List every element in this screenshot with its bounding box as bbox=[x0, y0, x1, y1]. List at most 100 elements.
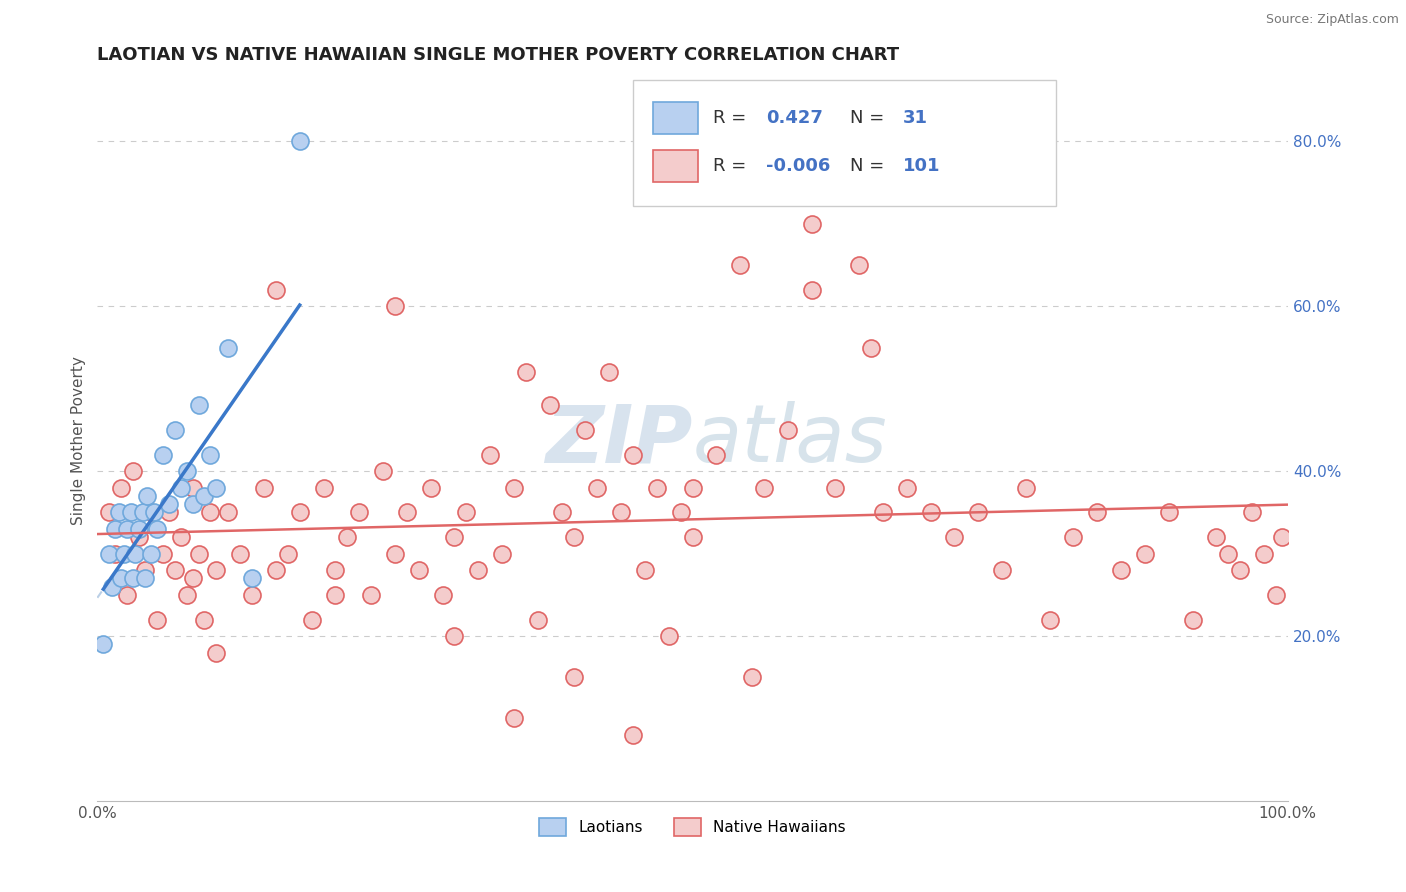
Point bbox=[1218, 547, 1240, 561]
Point bbox=[104, 522, 127, 536]
Point bbox=[181, 571, 204, 585]
Point bbox=[200, 505, 222, 519]
Text: N =: N = bbox=[849, 109, 890, 127]
Point bbox=[419, 481, 441, 495]
Point bbox=[157, 497, 180, 511]
Point bbox=[200, 448, 222, 462]
Point bbox=[104, 547, 127, 561]
Point bbox=[634, 563, 657, 577]
Point bbox=[503, 711, 526, 725]
Point bbox=[872, 505, 894, 519]
Point bbox=[264, 563, 287, 577]
Point bbox=[371, 464, 394, 478]
Point bbox=[1264, 588, 1286, 602]
Point bbox=[136, 489, 159, 503]
Point bbox=[134, 563, 156, 577]
Point bbox=[115, 522, 138, 536]
Text: LAOTIAN VS NATIVE HAWAIIAN SINGLE MOTHER POVERTY CORRELATION CHART: LAOTIAN VS NATIVE HAWAIIAN SINGLE MOTHER… bbox=[97, 46, 900, 64]
Point bbox=[526, 613, 548, 627]
Point bbox=[1271, 530, 1294, 544]
Point bbox=[550, 505, 572, 519]
Point bbox=[1085, 505, 1108, 519]
Point bbox=[800, 283, 823, 297]
Point bbox=[163, 423, 186, 437]
Point bbox=[1229, 563, 1251, 577]
Point bbox=[658, 629, 681, 643]
Point bbox=[1240, 505, 1263, 519]
Point bbox=[112, 547, 135, 561]
Point bbox=[205, 481, 228, 495]
Text: ZIP: ZIP bbox=[546, 401, 693, 479]
Point bbox=[146, 613, 169, 627]
Point bbox=[217, 341, 239, 355]
Point bbox=[325, 563, 347, 577]
Point bbox=[574, 423, 596, 437]
Text: R =: R = bbox=[713, 109, 752, 127]
Point bbox=[349, 505, 371, 519]
Point bbox=[152, 547, 174, 561]
Point bbox=[277, 547, 299, 561]
Point bbox=[586, 481, 609, 495]
Point bbox=[229, 547, 252, 561]
Point bbox=[312, 481, 335, 495]
Point bbox=[467, 563, 489, 577]
Point bbox=[1205, 530, 1227, 544]
Point bbox=[741, 670, 763, 684]
Point bbox=[562, 530, 585, 544]
Point bbox=[456, 505, 478, 519]
Point bbox=[776, 423, 799, 437]
Point bbox=[288, 505, 311, 519]
Point bbox=[967, 505, 990, 519]
Point bbox=[800, 217, 823, 231]
Point bbox=[205, 563, 228, 577]
Point bbox=[384, 547, 406, 561]
Point bbox=[621, 448, 644, 462]
Point bbox=[752, 481, 775, 495]
Point bbox=[107, 505, 129, 519]
FancyBboxPatch shape bbox=[633, 79, 1056, 206]
Point bbox=[217, 505, 239, 519]
Point bbox=[395, 505, 418, 519]
Point bbox=[139, 505, 162, 519]
Point bbox=[515, 365, 537, 379]
FancyBboxPatch shape bbox=[654, 102, 699, 134]
Text: Source: ZipAtlas.com: Source: ZipAtlas.com bbox=[1265, 13, 1399, 27]
Point bbox=[682, 530, 704, 544]
Text: 0.427: 0.427 bbox=[766, 109, 824, 127]
Point bbox=[240, 571, 263, 585]
Point bbox=[479, 448, 502, 462]
Point bbox=[128, 522, 150, 536]
Point bbox=[193, 489, 215, 503]
Point bbox=[187, 398, 209, 412]
Point bbox=[1157, 505, 1180, 519]
Point bbox=[991, 563, 1014, 577]
Point bbox=[124, 547, 146, 561]
Point bbox=[896, 481, 918, 495]
Point bbox=[170, 530, 193, 544]
Point bbox=[443, 629, 465, 643]
Point bbox=[682, 481, 704, 495]
Point bbox=[264, 283, 287, 297]
Point bbox=[1133, 547, 1156, 561]
Point bbox=[669, 505, 692, 519]
Point bbox=[920, 505, 942, 519]
Point bbox=[503, 481, 526, 495]
Text: -0.006: -0.006 bbox=[766, 157, 831, 175]
Point bbox=[187, 547, 209, 561]
Point bbox=[163, 563, 186, 577]
Point bbox=[610, 505, 633, 519]
Point bbox=[325, 588, 347, 602]
Point bbox=[110, 481, 132, 495]
FancyBboxPatch shape bbox=[654, 150, 699, 183]
Point bbox=[538, 398, 561, 412]
Text: N =: N = bbox=[849, 157, 890, 175]
Point bbox=[193, 613, 215, 627]
Point bbox=[432, 588, 454, 602]
Point bbox=[848, 258, 870, 272]
Point bbox=[122, 464, 145, 478]
Point bbox=[128, 530, 150, 544]
Point bbox=[1181, 613, 1204, 627]
Point bbox=[1039, 613, 1062, 627]
Text: 101: 101 bbox=[903, 157, 941, 175]
Text: R =: R = bbox=[713, 157, 752, 175]
